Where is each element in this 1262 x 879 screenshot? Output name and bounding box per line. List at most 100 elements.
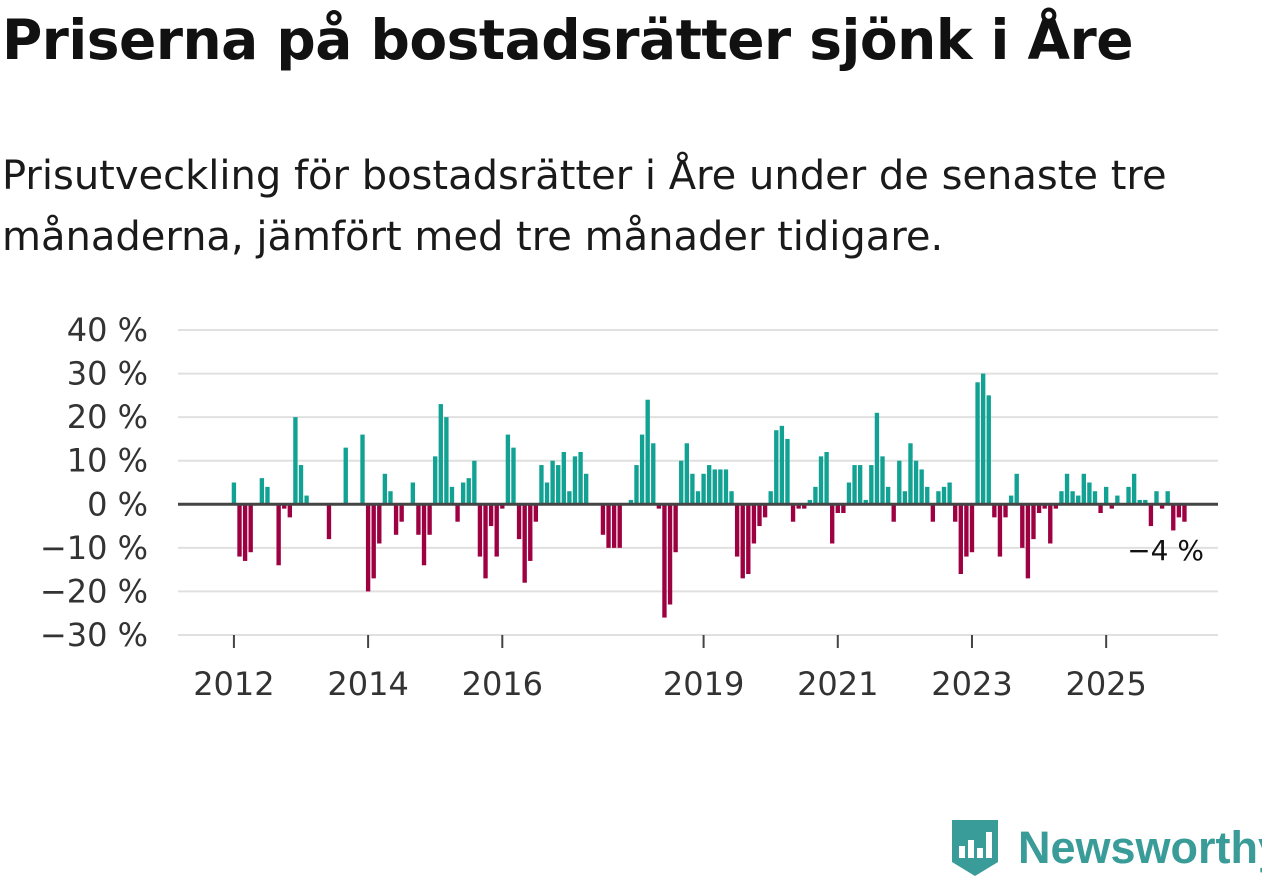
bar (1165, 491, 1170, 505)
bar (293, 417, 298, 505)
bar (231, 482, 237, 505)
bar (259, 478, 265, 505)
bar (438, 404, 443, 505)
y-tick-label: 40 % (67, 311, 148, 349)
bar (483, 504, 488, 579)
bar (567, 491, 572, 505)
bar (919, 469, 924, 505)
bar (500, 504, 505, 509)
bar (1137, 499, 1142, 505)
bar (611, 504, 617, 548)
bar (723, 469, 729, 505)
bar (410, 482, 416, 505)
y-axis-ticks: 40 % 30 % 20 % 10 % 0 % −10 % −20 % −30 % (40, 311, 148, 654)
bar (516, 504, 522, 540)
bar (242, 504, 248, 561)
x-tick-label: 2021 (797, 665, 878, 703)
bar (852, 465, 857, 505)
bar (1171, 504, 1176, 531)
bar (1098, 504, 1103, 513)
bar (393, 504, 399, 535)
bar (550, 460, 555, 505)
bar (857, 465, 863, 505)
brand-name: Newsworthy (1018, 822, 1262, 873)
bar (1159, 504, 1165, 509)
bar (304, 495, 309, 505)
bar (276, 504, 281, 566)
bar (1042, 504, 1047, 509)
bar (522, 504, 527, 583)
bar (617, 504, 622, 548)
bar (511, 447, 516, 505)
bar (1036, 504, 1042, 513)
bar (679, 460, 684, 505)
bar (1053, 504, 1059, 509)
bar (992, 504, 997, 518)
bar (416, 504, 421, 535)
bar (936, 491, 941, 505)
bar (1070, 491, 1075, 505)
bar (1025, 504, 1031, 579)
bar (969, 504, 975, 553)
bar (265, 486, 270, 505)
bar (1048, 504, 1053, 544)
bar (645, 399, 650, 505)
bar (712, 469, 717, 505)
bar (762, 504, 768, 518)
bar (1031, 504, 1036, 540)
bar (1109, 504, 1114, 509)
bar (455, 504, 460, 522)
bar (360, 434, 365, 505)
bar (874, 412, 880, 505)
x-tick-label: 2012 (193, 665, 274, 703)
y-tick-label: −20 % (40, 572, 148, 610)
bar (449, 486, 455, 505)
bar (651, 443, 656, 505)
bar (628, 499, 634, 505)
bar (561, 452, 566, 505)
y-tick-label: −10 % (40, 529, 148, 567)
bar (913, 460, 919, 505)
bar (1076, 495, 1081, 505)
bar (863, 499, 868, 505)
bar (751, 504, 757, 544)
bar (813, 486, 818, 505)
bar (897, 460, 902, 505)
bar (578, 452, 583, 505)
bar (528, 504, 533, 561)
bar (1154, 491, 1159, 505)
bar (1103, 486, 1109, 505)
bar (1064, 473, 1070, 505)
bar (986, 395, 991, 505)
bar (343, 447, 348, 505)
bar (466, 478, 471, 505)
bar (326, 504, 332, 540)
gridlines (178, 329, 1218, 636)
bar (1020, 504, 1025, 548)
last-value-label: −4 % (1127, 534, 1204, 567)
bar (1126, 486, 1131, 505)
bar (1182, 504, 1187, 522)
bar (684, 443, 689, 505)
bar (460, 482, 466, 505)
bar (533, 504, 539, 522)
bar (785, 438, 790, 505)
bar (880, 456, 885, 505)
bar (768, 491, 773, 505)
bar (930, 504, 936, 522)
newsworthy-logo-icon (952, 820, 998, 876)
bar (282, 504, 287, 509)
bar (634, 465, 639, 505)
y-tick-label: 30 % (67, 355, 148, 393)
bar (807, 499, 813, 505)
bar (662, 504, 667, 618)
bar (707, 465, 712, 505)
bar (802, 504, 807, 509)
bar (695, 491, 701, 505)
bar (382, 473, 388, 505)
bar (427, 504, 432, 535)
bar (690, 473, 695, 505)
bar (953, 504, 958, 522)
bar (734, 504, 740, 557)
bar (1087, 482, 1092, 505)
